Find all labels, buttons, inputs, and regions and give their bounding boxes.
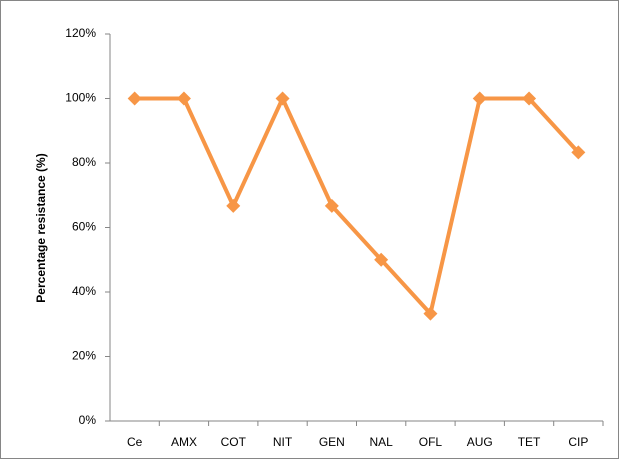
y-tick-label: 100% bbox=[65, 91, 96, 105]
data-marker bbox=[423, 306, 438, 321]
x-tick-label: Ce bbox=[127, 435, 143, 449]
data-marker bbox=[571, 145, 586, 160]
y-tick-label: 60% bbox=[72, 220, 96, 234]
data-marker bbox=[226, 198, 241, 213]
y-tick-label: 120% bbox=[65, 26, 96, 40]
x-tick-label: COT bbox=[221, 435, 247, 449]
x-tick-label: TET bbox=[518, 435, 541, 449]
y-axis-title: Percentage resistance (%) bbox=[34, 153, 48, 302]
data-marker bbox=[275, 91, 290, 106]
data-marker bbox=[324, 198, 339, 213]
x-tick-label: NAL bbox=[369, 435, 393, 449]
data-marker bbox=[522, 91, 537, 106]
data-marker bbox=[176, 91, 191, 106]
x-tick-label: CIP bbox=[568, 435, 588, 449]
x-tick-label: NIT bbox=[273, 435, 293, 449]
data-marker bbox=[374, 252, 389, 267]
data-marker bbox=[472, 91, 487, 106]
data-marker bbox=[127, 91, 142, 106]
x-tick-label: GEN bbox=[319, 435, 345, 449]
x-tick-label: AUG bbox=[467, 435, 493, 449]
y-tick-label: 80% bbox=[72, 155, 96, 169]
y-tick-label: 20% bbox=[72, 349, 96, 363]
y-tick-label: 40% bbox=[72, 284, 96, 298]
x-tick-label: AMX bbox=[171, 435, 197, 449]
x-tick-label: OFL bbox=[419, 435, 443, 449]
y-tick-label: 0% bbox=[79, 413, 97, 427]
data-line bbox=[134, 96, 580, 316]
